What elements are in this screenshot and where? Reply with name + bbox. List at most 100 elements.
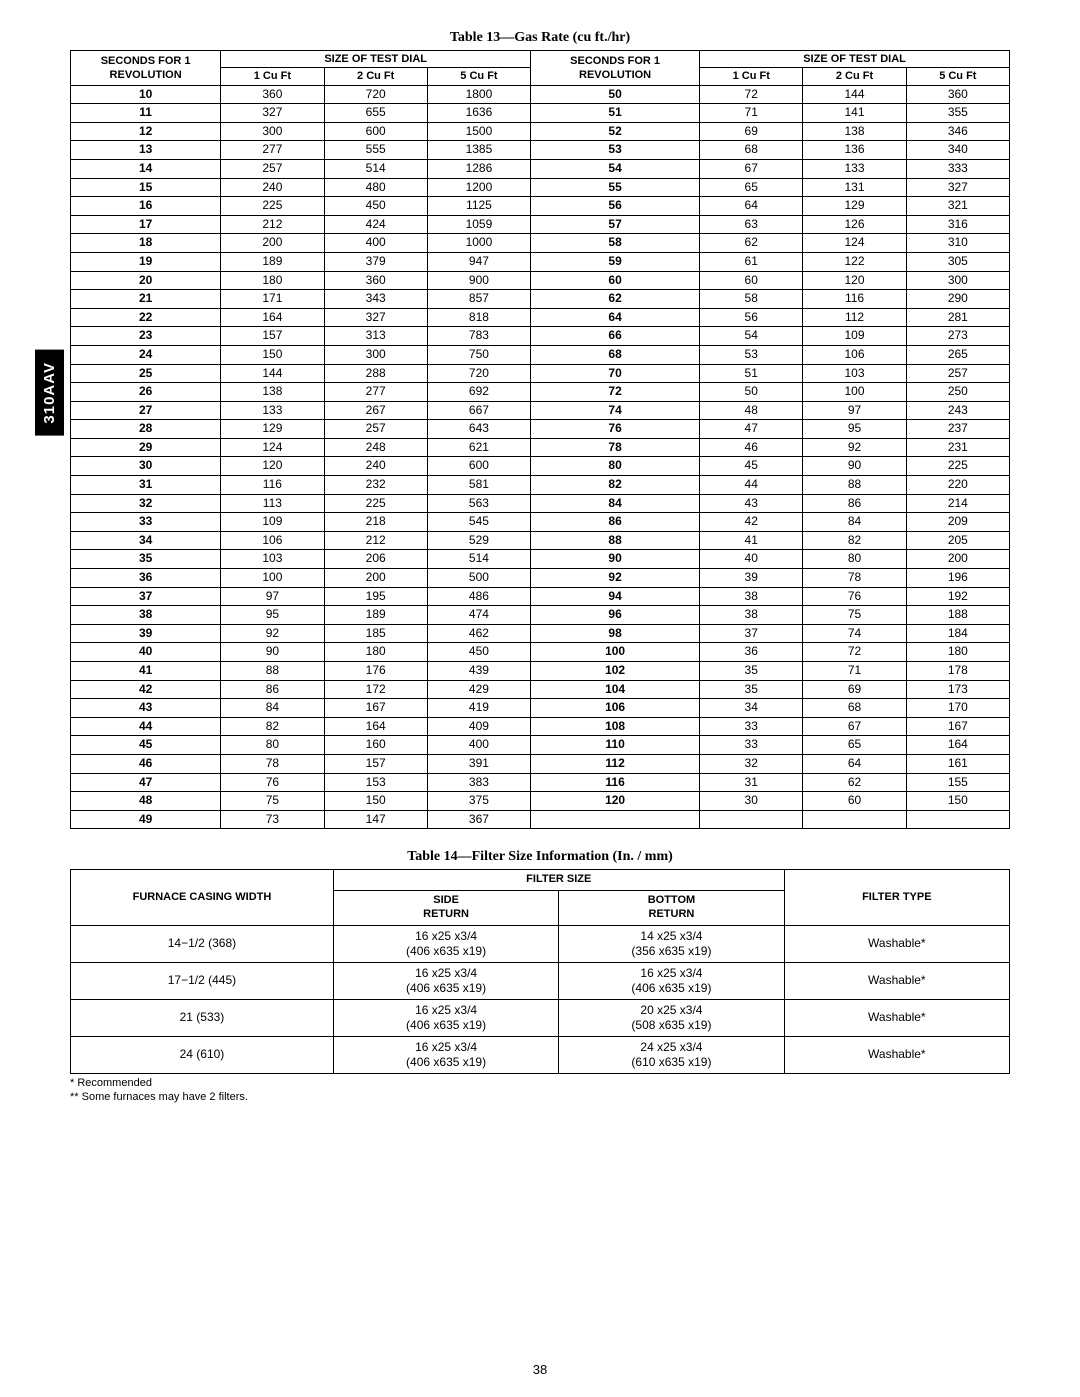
table-cell: 185 (324, 624, 427, 643)
footnote-2: ** Some furnaces may have 2 filters. (70, 1090, 1010, 1104)
table-cell: 500 (427, 569, 530, 588)
table-row: 31116232581824488220 (71, 476, 1010, 495)
header-2cuft-a: 2 Cu Ft (324, 68, 427, 85)
table-row: 45801604001103365164 (71, 736, 1010, 755)
table-cell: 818 (427, 308, 530, 327)
table-cell: 167 (906, 717, 1009, 736)
table-cell: 126 (803, 215, 906, 234)
table-cell: 214 (906, 494, 1009, 513)
table-row: 48751503751203060150 (71, 792, 1010, 811)
table-cell: 71 (700, 104, 803, 123)
table-cell: 1385 (427, 141, 530, 160)
table-cell: 57 (531, 215, 700, 234)
table-cell: 144 (221, 364, 324, 383)
table-cell: 96 (531, 606, 700, 625)
table-cell: 225 (221, 197, 324, 216)
table-cell: 327 (906, 178, 1009, 197)
table-cell: 343 (324, 290, 427, 309)
table-cell: 75 (221, 792, 324, 811)
table-cell: 20 x25 x3/4 (508 x635 x19) (559, 999, 784, 1036)
table-cell: 46 (700, 438, 803, 457)
table-cell: 26 (71, 383, 221, 402)
table-cell: 172 (324, 680, 427, 699)
table-cell: 58 (700, 290, 803, 309)
table-cell: 16 x25 x3/4 (406 x635 x19) (333, 999, 558, 1036)
table-cell (531, 810, 700, 829)
table-cell: 16 x25 x3/4 (406 x635 x19) (333, 1036, 558, 1073)
table-cell: 100 (803, 383, 906, 402)
header-filtertype: FILTER TYPE (784, 870, 1009, 925)
table-cell: 51 (531, 104, 700, 123)
table-row: 4973147367 (71, 810, 1010, 829)
table-cell: 38 (700, 606, 803, 625)
table-cell: 37 (71, 587, 221, 606)
table13-title: Table 13—Gas Rate (cu ft./hr) (70, 30, 1010, 46)
table-cell: 97 (803, 401, 906, 420)
header-1cuft-a: 1 Cu Ft (221, 68, 324, 85)
table-cell: 189 (324, 606, 427, 625)
table-cell: 68 (531, 345, 700, 364)
header-5cuft-a: 5 Cu Ft (427, 68, 530, 85)
table-cell: 310 (906, 234, 1009, 253)
table-cell: 1636 (427, 104, 530, 123)
table-cell: 360 (906, 85, 1009, 104)
table-cell: 600 (324, 122, 427, 141)
table-cell: 19 (71, 252, 221, 271)
table-cell: 24 x25 x3/4 (610 x635 x19) (559, 1036, 784, 1073)
table-row: 34106212529884182205 (71, 531, 1010, 550)
table-cell: 39 (700, 569, 803, 588)
table-cell: 22 (71, 308, 221, 327)
table-cell: 947 (427, 252, 530, 271)
table-cell: 65 (700, 178, 803, 197)
header-seconds-1: SECONDS FOR 1 REVOLUTION (71, 51, 221, 86)
table-cell: 138 (221, 383, 324, 402)
table-cell: 150 (221, 345, 324, 364)
table-cell: 104 (531, 680, 700, 699)
table-cell: 29 (71, 438, 221, 457)
table-cell: 84 (803, 513, 906, 532)
table-cell: 100 (221, 569, 324, 588)
footnote-1: * Recommended (70, 1076, 1010, 1090)
table-cell: 24 (71, 345, 221, 364)
table-cell: 129 (803, 197, 906, 216)
table-row: 251442887207051103257 (71, 364, 1010, 383)
table-cell: Washable* (784, 962, 1009, 999)
table-cell: 116 (803, 290, 906, 309)
table-cell: 92 (531, 569, 700, 588)
table-row: 1230060015005269138346 (71, 122, 1010, 141)
table-cell: 225 (906, 457, 1009, 476)
table-cell: 76 (531, 420, 700, 439)
table-cell: 429 (427, 680, 530, 699)
table-cell: 379 (324, 252, 427, 271)
table-cell: 44 (71, 717, 221, 736)
table-cell: 46 (71, 754, 221, 773)
table-cell: 41 (71, 662, 221, 681)
table-cell: 82 (803, 531, 906, 550)
table-cell: 72 (700, 85, 803, 104)
table-cell: 333 (906, 159, 1009, 178)
table-cell: 50 (700, 383, 803, 402)
table-cell: 720 (427, 364, 530, 383)
table-cell: 35 (700, 680, 803, 699)
table-cell: 55 (531, 178, 700, 197)
table-cell: 409 (427, 717, 530, 736)
table-cell: 1200 (427, 178, 530, 197)
table-cell: 92 (221, 624, 324, 643)
table-cell: 1800 (427, 85, 530, 104)
table-cell: 102 (531, 662, 700, 681)
table-cell: 581 (427, 476, 530, 495)
table-cell: 131 (803, 178, 906, 197)
table-row: 29124248621784692231 (71, 438, 1010, 457)
table-cell: 23 (71, 327, 221, 346)
table-cell: 164 (221, 308, 324, 327)
table-cell: 188 (906, 606, 1009, 625)
table-cell: 150 (324, 792, 427, 811)
table-cell: 232 (324, 476, 427, 495)
table-cell: 173 (906, 680, 1009, 699)
table-cell: 67 (700, 159, 803, 178)
table-cell: 34 (71, 531, 221, 550)
table-cell: 514 (324, 159, 427, 178)
table-cell: 58 (531, 234, 700, 253)
table-cell: 124 (221, 438, 324, 457)
table-cell: 180 (324, 643, 427, 662)
